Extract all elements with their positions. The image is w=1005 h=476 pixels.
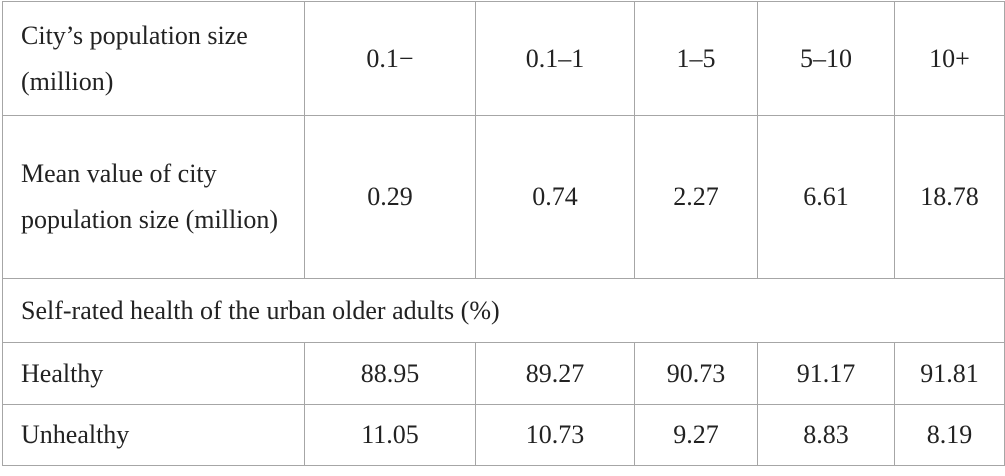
value-cell: 0.74 [475,115,635,279]
section-label-cell: Self-rated health of the urban older adu… [2,278,1005,343]
table-row: Mean value of city population size (mill… [2,115,1005,279]
value-cell: 0.29 [304,115,476,279]
header-label-cell: City’s population size (million) [2,1,305,116]
value-cell: 91.81 [894,342,1005,405]
value-cell: 91.17 [757,342,895,405]
value-cell: 8.83 [757,404,895,466]
header-column-cell: 1–5 [634,1,758,116]
header-column-cell: 10+ [894,1,1005,116]
header-row: City’s population size (million) 0.1− 0.… [2,1,1005,116]
table-row: Healthy 88.95 89.27 90.73 91.17 91.81 [2,342,1005,405]
value-cell: 6.61 [757,115,895,279]
value-cell: 8.19 [894,404,1005,466]
value-cell: 2.27 [634,115,758,279]
row-label-cell: Healthy [2,342,305,405]
section-row: Self-rated health of the urban older adu… [2,278,1005,343]
row-label-cell: Unhealthy [2,404,305,466]
header-column-cell: 0.1–1 [475,1,635,116]
value-cell: 18.78 [894,115,1005,279]
value-cell: 9.27 [634,404,758,466]
value-cell: 89.27 [475,342,635,405]
value-cell: 88.95 [304,342,476,405]
value-cell: 10.73 [475,404,635,466]
table-row: Unhealthy 11.05 10.73 9.27 8.83 8.19 [2,404,1005,466]
value-cell: 90.73 [634,342,758,405]
header-column-cell: 0.1− [304,1,476,116]
data-table: City’s population size (million) 0.1− 0.… [2,1,1005,466]
value-cell: 11.05 [304,404,476,466]
row-label-cell: Mean value of city population size (mill… [2,115,305,279]
header-column-cell: 5–10 [757,1,895,116]
